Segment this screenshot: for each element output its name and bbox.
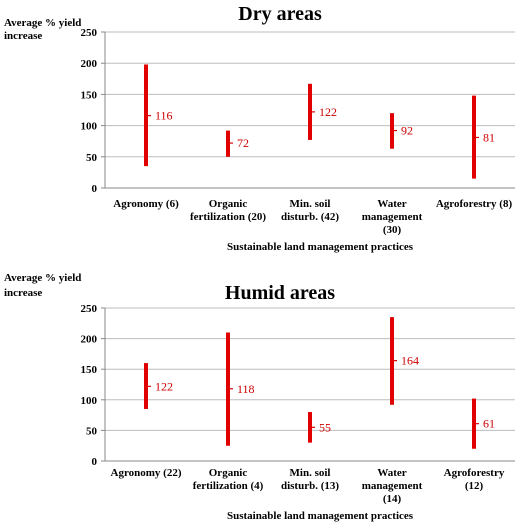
panel-1-title: Dry areas: [238, 3, 322, 25]
panel-2-title: Humid areas: [225, 282, 335, 304]
panel-1-ytick-label-0: 0: [92, 183, 98, 195]
panel-2-value-label-5: 61: [483, 417, 495, 431]
panel-1-category-label-4-line-2: management: [362, 211, 423, 223]
panel-2-category-label-4-line-2: management: [362, 480, 423, 492]
panel-2-ytick-label-100: 100: [81, 395, 98, 407]
panel-1-category-label-4-line-1: Water: [377, 198, 406, 210]
panel-2-ytick-label-250: 250: [81, 303, 98, 315]
panel-2-value-label-3: 55: [319, 420, 331, 434]
panel-1-xlabel: Sustainable land management practices: [227, 241, 414, 253]
panel-2-category-label-2-line-1: Organic: [209, 467, 248, 479]
panel-1-ytick-label-200: 200: [81, 58, 98, 70]
panel-2-value-label-2: 118: [237, 382, 255, 396]
panel-1-category-label-4-line-3: (30): [383, 224, 402, 236]
panel-1-category-label-2-line-1: Organic: [209, 198, 248, 210]
panel-2-ytick-label-50: 50: [86, 425, 98, 437]
panel-1-ytick-label-100: 100: [81, 121, 98, 133]
panel-1-category-label-3-line-2: disturb. (42): [281, 211, 339, 223]
panel-1-category-label-3-line-1: Min. soil: [290, 198, 331, 210]
panel-1-value-label-4: 92: [401, 124, 413, 138]
panel-1-category-label-5-line-1: Agroforestry (8): [436, 198, 513, 210]
panel-2-xlabel: Sustainable land management practices: [227, 510, 414, 522]
panel-2-category-label-4-line-3: (14): [383, 493, 402, 505]
panel-2-ylabel-line-2: increase: [4, 287, 42, 299]
panel-2-ylabel-line-1: Average % yield: [4, 272, 81, 284]
panel-2-category-label-3-line-2: disturb. (13): [281, 480, 339, 492]
panel-1-value-label-3: 122: [319, 105, 337, 119]
panel-1-ytick-label-150: 150: [81, 89, 98, 101]
panel-2-ytick-label-150: 150: [81, 364, 98, 376]
panel-1-value-label-5: 81: [483, 130, 495, 144]
panel-2-category-label-4-line-1: Water: [377, 467, 406, 479]
panel-2-category-label-5-line-2: (12): [465, 480, 484, 492]
panel-2-value-label-1: 122: [155, 379, 173, 393]
panel-2-ytick-label-0: 0: [92, 456, 98, 468]
panel-2-category-label-3-line-1: Min. soil: [290, 467, 331, 479]
panel-1-category-label-1-line-1: Agronomy (6): [113, 198, 179, 210]
panel-1-value-label-2: 72: [237, 136, 249, 150]
panel-1-ytick-label-250: 250: [81, 27, 98, 39]
panel-2-value-label-4: 164: [401, 354, 419, 368]
panel-1-ylabel-line-1: Average % yield: [4, 17, 81, 29]
panel-1-ytick-label-50: 50: [86, 152, 98, 164]
panel-1-ylabel-line-2: increase: [4, 30, 42, 42]
panel-2-ytick-label-200: 200: [81, 334, 98, 346]
panel-2-category-label-1-line-1: Agronomy (22): [111, 467, 182, 479]
panel-2-category-label-5-line-1: Agroforestry: [444, 467, 505, 479]
panel-2-category-label-2-line-2: fertilization (4): [193, 480, 264, 492]
panel-1-category-label-2-line-2: fertilization (20): [190, 211, 266, 223]
panel-1-value-label-1: 116: [155, 109, 173, 123]
